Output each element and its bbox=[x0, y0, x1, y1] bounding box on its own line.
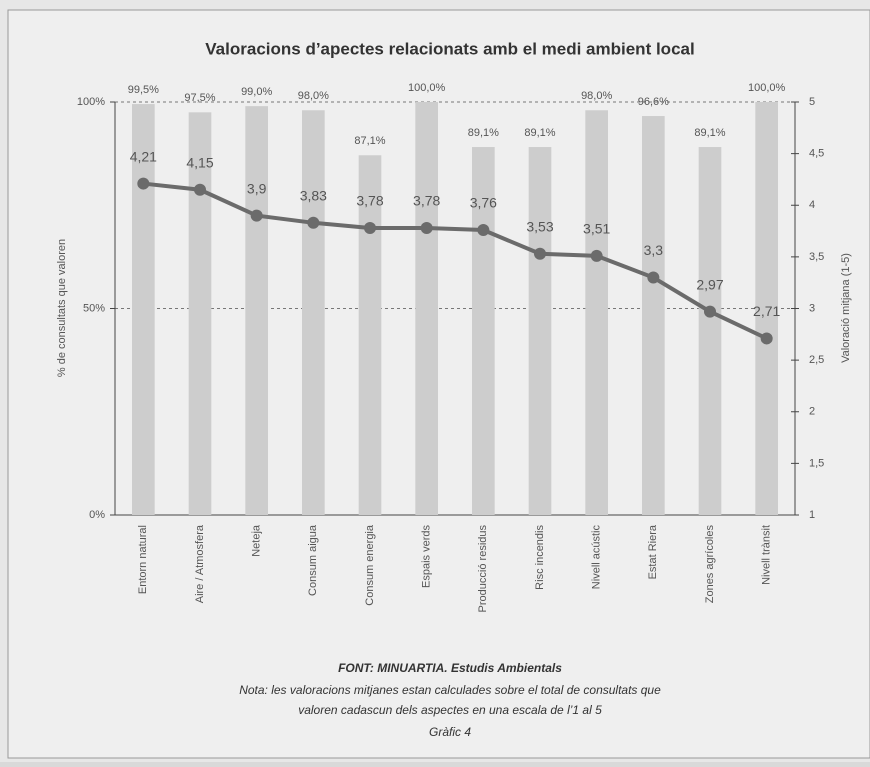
bar bbox=[358, 155, 382, 516]
value-label: 89,1% bbox=[524, 127, 555, 139]
y-tick-label: 0% bbox=[89, 509, 105, 521]
bar bbox=[472, 147, 495, 515]
point bbox=[647, 271, 660, 284]
point bbox=[590, 249, 603, 262]
point bbox=[137, 177, 150, 190]
caption: Gràfic 4 bbox=[429, 725, 471, 739]
y2-tick-label: 3 bbox=[809, 302, 815, 314]
x-tick-label: Neteja bbox=[251, 524, 263, 557]
point bbox=[307, 216, 320, 229]
value-label: 2,97 bbox=[696, 276, 723, 292]
y2-tick-label: 2,5 bbox=[809, 354, 824, 366]
point bbox=[250, 209, 263, 222]
value-label: 97,5% bbox=[184, 92, 215, 104]
line bbox=[143, 181, 768, 341]
y2-tick-label: 3,5 bbox=[809, 251, 824, 263]
x-tick-label: Espais verds bbox=[421, 525, 433, 588]
value-label: 3,83 bbox=[300, 188, 327, 204]
bar bbox=[698, 147, 722, 515]
note: Nota: les valoracions mitjanes estan cal… bbox=[239, 683, 661, 697]
bar bbox=[188, 112, 212, 515]
value-label: 3,51 bbox=[583, 221, 610, 237]
bar bbox=[132, 104, 155, 515]
value-label: 100,0% bbox=[748, 82, 786, 94]
x-tick-label: Nivell trànsit bbox=[761, 525, 773, 585]
y2-tick-label: 4 bbox=[809, 199, 815, 211]
point bbox=[534, 247, 546, 260]
x-tick-label: Producció residus bbox=[477, 525, 489, 613]
source: FONT: MINUARTIA. Estudis Ambientals bbox=[338, 661, 562, 675]
value-label: 99,5% bbox=[128, 84, 159, 96]
value-label: 98,0% bbox=[298, 90, 329, 102]
y2-tick-label: 1 bbox=[809, 509, 815, 521]
value-label: 4,21 bbox=[130, 148, 157, 164]
x-tick-label: Estat Riera bbox=[647, 524, 659, 579]
value-label: 2,71 bbox=[753, 303, 780, 319]
value-label: 3,76 bbox=[470, 195, 497, 211]
value-label: 3,3 bbox=[644, 242, 664, 258]
value-label: 3,53 bbox=[526, 218, 553, 234]
value-label: 87,1% bbox=[354, 135, 385, 147]
x-tick-label: Aire / Atmosfera bbox=[194, 524, 206, 603]
point bbox=[704, 305, 716, 318]
chart-title: Valoracions d’apectes relacionats amb el… bbox=[205, 39, 694, 58]
bar bbox=[585, 110, 608, 515]
y2-tick-label: 4,5 bbox=[809, 148, 824, 160]
x-tick-label: Nivell acústic bbox=[591, 525, 603, 590]
x-tick-label: Consum energia bbox=[364, 524, 376, 606]
bar bbox=[415, 102, 438, 515]
bar bbox=[528, 147, 552, 515]
bar bbox=[245, 106, 268, 515]
point bbox=[364, 221, 376, 234]
value-label: 89,1% bbox=[468, 127, 499, 139]
x-tick-label: Consum aigua bbox=[307, 524, 319, 596]
note: valoren cadascun dels aspectes en una es… bbox=[298, 703, 602, 717]
y-tick-label: 100% bbox=[77, 96, 105, 108]
point bbox=[760, 332, 773, 345]
value-label: 100,0% bbox=[408, 82, 446, 94]
value-label: 3,9 bbox=[247, 180, 267, 196]
value-label: 89,1% bbox=[694, 127, 725, 139]
y-axis-label: % de consultats que valoren bbox=[56, 239, 68, 377]
x-tick-label: Risc incendis bbox=[534, 525, 546, 590]
value-label: 3,78 bbox=[356, 193, 383, 209]
y2-tick-label: 5 bbox=[809, 96, 815, 108]
point bbox=[194, 183, 206, 196]
y-tick-label: 50% bbox=[83, 302, 105, 314]
bar bbox=[302, 110, 325, 515]
y2-tick-label: 1,5 bbox=[809, 457, 824, 469]
point bbox=[477, 224, 490, 237]
y2-axis-label: Valoració mitjana (1-5) bbox=[840, 253, 852, 363]
x-tick-label: Zones agrícoles bbox=[704, 525, 716, 604]
bar bbox=[642, 116, 665, 516]
value-label: 4,15 bbox=[186, 154, 213, 170]
value-label: 98,0% bbox=[581, 90, 612, 102]
point bbox=[420, 221, 433, 234]
x-tick-label: Entorn natural bbox=[137, 525, 149, 594]
value-label: 96,6% bbox=[638, 96, 669, 108]
y2-tick-label: 2 bbox=[809, 406, 815, 418]
value-label: 99,0% bbox=[241, 86, 272, 98]
bar bbox=[755, 102, 778, 515]
value-label: 3,78 bbox=[413, 193, 440, 209]
